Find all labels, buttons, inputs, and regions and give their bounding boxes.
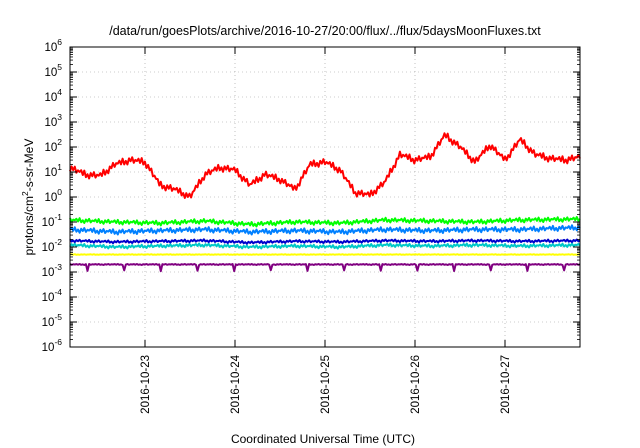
y-tick-label: 106 bbox=[44, 37, 62, 54]
series-line bbox=[69, 132, 581, 199]
y-tick-label: 10-5 bbox=[42, 312, 63, 329]
y-tick-label: 100 bbox=[44, 187, 62, 204]
chart-title: /data/run/goesPlots/archive/2016-10-27/2… bbox=[109, 24, 541, 38]
y-axis-ticks: 10-6 10-5 10-4 10-3 10-2 10-1 100 101 102 103 104 1… bbox=[42, 37, 580, 354]
x-tick-label: 2016-10-23 bbox=[140, 355, 152, 414]
x-tick-label: 2016-10-24 bbox=[230, 354, 242, 413]
y-tick-label: 10-1 bbox=[42, 212, 63, 229]
y-tick-label: 10-2 bbox=[42, 237, 63, 254]
series-line bbox=[69, 263, 581, 273]
y-tick-label: 104 bbox=[44, 87, 62, 104]
grid bbox=[70, 47, 580, 347]
y-tick-label: 103 bbox=[44, 112, 62, 129]
y-tick-label: 101 bbox=[44, 162, 62, 179]
x-axis-ticks: 2016-10-23 2016-10-24 2016-10-25 2016-10-26… bbox=[140, 47, 512, 414]
x-tick-label: 2016-10-27 bbox=[500, 355, 512, 414]
series-group bbox=[69, 132, 581, 273]
series-line bbox=[69, 216, 581, 228]
y-tick-label: 10-4 bbox=[42, 287, 63, 304]
y-tick-label: 10-3 bbox=[42, 262, 63, 279]
y-axis-label-sup: 2 bbox=[20, 191, 30, 196]
x-axis-label: Coordinated Universal Time (UTC) bbox=[231, 432, 415, 446]
y-axis-label: protons/cm2-s-sr-MeV bbox=[20, 139, 36, 256]
x-tick-label: 2016-10-25 bbox=[320, 355, 332, 414]
series-line bbox=[69, 253, 581, 256]
series-line bbox=[69, 242, 581, 250]
y-axis-label-post: -s-sr-MeV bbox=[22, 139, 36, 192]
y-tick-label: 105 bbox=[44, 62, 62, 79]
y-axis-label-pre: protons/cm bbox=[22, 196, 36, 255]
y-tick-label: 102 bbox=[44, 137, 62, 154]
series-line bbox=[69, 224, 581, 236]
y-tick-label: 10-6 bbox=[42, 337, 63, 354]
x-tick-label: 2016-10-26 bbox=[410, 355, 422, 414]
series-line bbox=[69, 238, 581, 245]
